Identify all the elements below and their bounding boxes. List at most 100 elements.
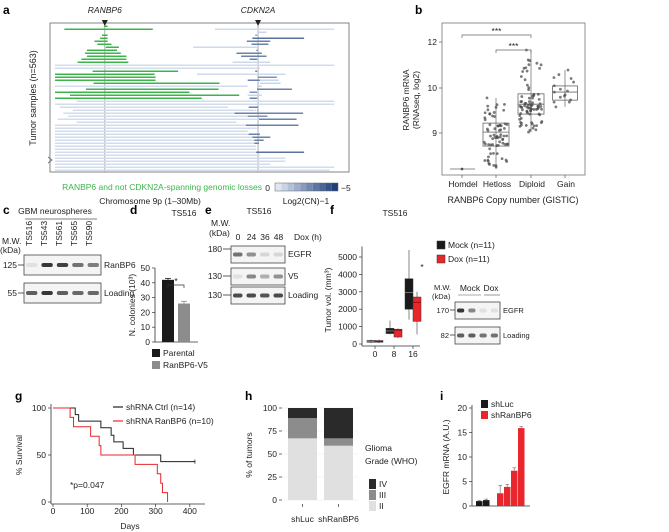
blot-band: [233, 293, 243, 298]
blot-band: [457, 333, 465, 338]
colorbar-title: Log2(CN)−1: [283, 196, 330, 206]
data-point: [569, 77, 573, 80]
blot-band: [468, 308, 476, 313]
gene-marker-icon: [101, 20, 108, 26]
segment-bar: [193, 46, 258, 48]
colorbar-cell: [312, 183, 320, 191]
legend-label: III: [379, 490, 386, 500]
data-point: [539, 63, 543, 67]
data-point: [530, 121, 534, 125]
data-point: [485, 96, 489, 100]
legend-label: IV: [379, 479, 387, 489]
legend-label: shRNA RanBP6 (n=10): [126, 416, 214, 426]
data-point: [522, 66, 526, 70]
data-point: [537, 97, 541, 101]
blot-row-label: Loading: [104, 288, 135, 298]
segment-bar: [55, 85, 248, 87]
panel-label-i: i: [440, 389, 443, 403]
segment-bar: [249, 58, 258, 60]
segment-bar: [258, 118, 297, 120]
box: [393, 328, 403, 338]
lane-label: TS561: [54, 221, 64, 246]
data-point: [563, 93, 567, 97]
data-point: [483, 159, 487, 162]
segment-bar: [55, 157, 286, 159]
segment-bar: [246, 40, 271, 42]
x-tick-label: Diploid: [519, 179, 545, 189]
data-point: [521, 70, 525, 73]
chart-title: TS516: [171, 208, 196, 218]
x-tick-label: 300: [149, 506, 163, 516]
x-tick-label: 8: [392, 349, 397, 359]
y-tick-label: 12: [428, 37, 438, 47]
data-point: [532, 124, 536, 128]
data-point: [505, 134, 509, 138]
data-point: [536, 107, 539, 111]
y-tick-label: 4000: [338, 269, 357, 279]
segment-bar: [77, 61, 129, 63]
bar-shranbp6: [511, 470, 518, 506]
segment-bar: [81, 58, 127, 60]
data-point: [492, 152, 495, 155]
segment-bar: [86, 49, 118, 51]
data-point: [500, 157, 504, 161]
lane-label: 36: [260, 232, 270, 242]
panel-label-g: g: [15, 389, 22, 403]
data-point: [495, 152, 499, 156]
panel-label-d: d: [130, 203, 137, 217]
data-point: [535, 124, 539, 128]
y-tick-label: 100: [32, 403, 46, 413]
segment-bar: [55, 163, 271, 165]
segment-bar: [102, 34, 108, 36]
y-axis-label: % of tumors: [244, 432, 254, 477]
legend-swatch: [481, 411, 488, 419]
mw-marker: 170: [436, 306, 449, 315]
data-point: [499, 128, 503, 132]
segment-bar: [86, 55, 127, 57]
segment-bar: [55, 151, 257, 153]
lane-title: Dox (h): [294, 232, 322, 242]
blot-band: [87, 291, 99, 295]
segment-bar: [55, 133, 249, 135]
stacked-bar-grade-iv: [288, 408, 317, 419]
segment-bar: [255, 34, 258, 36]
blot-band: [490, 333, 498, 338]
group-label: Mock: [460, 283, 481, 293]
lane-label: TS543: [39, 221, 49, 246]
data-point: [537, 112, 541, 116]
data-point: [526, 103, 530, 107]
data-point: [503, 122, 507, 126]
blot-band: [490, 308, 498, 313]
panel-label-e: e: [205, 203, 212, 217]
x-axis-label: Chromosome 9p (1–30Mb): [99, 196, 201, 206]
data-point: [534, 128, 538, 132]
blot-egfr-frame: [230, 245, 286, 264]
data-point: [492, 111, 496, 114]
data-point: [569, 98, 572, 102]
bar-ranbp6-v5: [178, 303, 190, 342]
data-point: [519, 75, 523, 78]
group-label: Dox: [483, 283, 499, 293]
mw-marker: 180: [208, 244, 222, 254]
segment-bar: [55, 139, 255, 141]
data-point: [558, 95, 562, 99]
mw-unit: (kDa): [209, 228, 230, 238]
data-point: [493, 127, 497, 131]
data-point: [503, 142, 507, 146]
data-point: [523, 78, 527, 82]
data-point: [498, 140, 502, 144]
y-tick-label: 10: [458, 452, 468, 462]
data-point: [530, 103, 534, 107]
lane-label: 48: [274, 232, 284, 242]
y-tick-label: 5000: [338, 252, 357, 262]
y-tick-label: 0: [352, 339, 357, 349]
data-point: [521, 108, 524, 112]
segment-bar: [86, 88, 219, 90]
data-point: [531, 96, 535, 100]
blot-band: [233, 252, 243, 257]
y-tick-label: 10: [428, 83, 438, 93]
segment-bar: [247, 94, 262, 96]
y-tick-label: 20: [141, 307, 151, 317]
bar-shranbp6: [518, 428, 525, 506]
segment-bar: [236, 52, 262, 54]
